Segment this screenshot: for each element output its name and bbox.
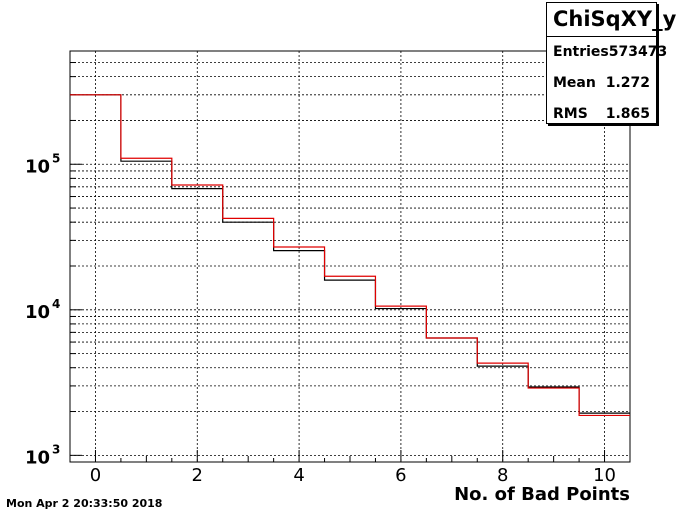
stats-mean-label: Mean [553, 75, 596, 91]
stats-row-entries: Entries 573473 [547, 37, 667, 68]
y-tick-exponent: 3 [52, 442, 60, 456]
y-tick-label: 10 [25, 302, 50, 323]
stats-mean-value: 1.272 [605, 75, 650, 91]
stats-row-rms: RMS 1.865 [547, 99, 656, 130]
x-tick-label: 0 [90, 465, 101, 486]
y-tick-label: 10 [25, 156, 50, 177]
stats-entries-value: 573473 [608, 44, 668, 60]
x-tick-label: 6 [395, 465, 406, 486]
stats-row-mean: Mean 1.272 [547, 68, 656, 99]
timestamp: Mon Apr 2 20:33:50 2018 [6, 497, 163, 510]
y-tick-label: 10 [25, 447, 50, 468]
stats-entries-label: Entries [553, 44, 609, 60]
stats-box: ChiSqXY_y Entries 573473 Mean 1.272 RMS … [546, 2, 676, 124]
plot-frame [69, 50, 631, 463]
x-axis-label: No. of Bad Points [454, 484, 630, 505]
x-tick-label: 8 [497, 465, 508, 486]
y-tick-exponent: 4 [52, 297, 60, 311]
stats-rms-value: 1.865 [605, 106, 650, 122]
x-tick-label: 4 [293, 465, 304, 486]
y-tick-exponent: 5 [52, 151, 60, 165]
x-tick-label: 10 [593, 465, 616, 486]
x-tick-label: 2 [192, 465, 203, 486]
stats-title: ChiSqXY_y [547, 3, 676, 37]
histogram-series-1 [70, 94, 630, 417]
stats-rms-label: RMS [553, 106, 588, 122]
histogram-series-0 [70, 94, 630, 414]
